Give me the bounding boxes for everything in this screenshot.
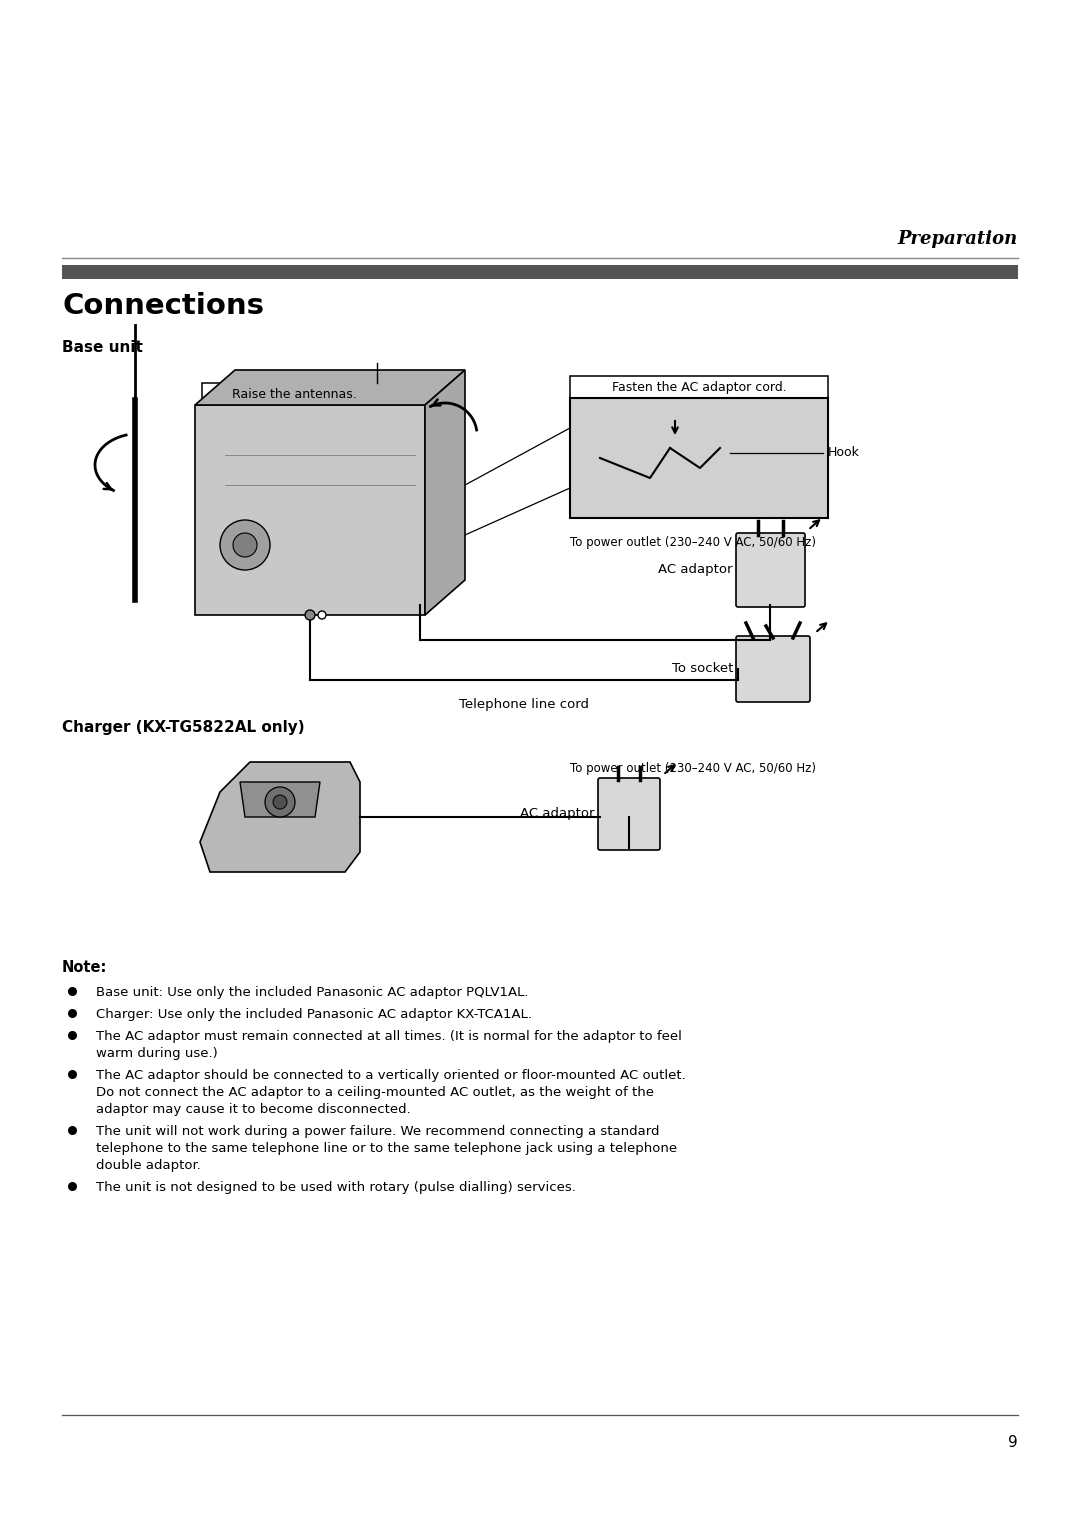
FancyBboxPatch shape <box>735 636 810 701</box>
Polygon shape <box>195 370 465 405</box>
Text: Telephone line cord: Telephone line cord <box>459 698 589 711</box>
Text: 9: 9 <box>1009 1435 1018 1450</box>
Circle shape <box>220 520 270 570</box>
Text: To power outlet (230–240 V AC, 50/60 Hz): To power outlet (230–240 V AC, 50/60 Hz) <box>570 762 816 775</box>
Text: Base unit: Use only the included Panasonic AC adaptor PQLV1AL.: Base unit: Use only the included Panason… <box>96 986 528 999</box>
Bar <box>570 397 828 518</box>
Text: AC adaptor: AC adaptor <box>521 807 595 821</box>
Text: adaptor may cause it to become disconnected.: adaptor may cause it to become disconnec… <box>96 1103 410 1115</box>
Text: The AC adaptor must remain connected at all times. (It is normal for the adaptor: The AC adaptor must remain connected at … <box>96 1030 681 1044</box>
Circle shape <box>318 611 326 619</box>
Text: AC adaptor: AC adaptor <box>659 564 733 576</box>
Text: Fasten the AC adaptor cord.: Fasten the AC adaptor cord. <box>611 380 786 394</box>
Bar <box>202 384 387 405</box>
Text: To power outlet (230–240 V AC, 50/60 Hz): To power outlet (230–240 V AC, 50/60 Hz) <box>570 536 816 549</box>
Text: warm during use.): warm during use.) <box>96 1047 218 1060</box>
Text: double adaptor.: double adaptor. <box>96 1160 201 1172</box>
Text: The unit is not designed to be used with rotary (pulse dialling) services.: The unit is not designed to be used with… <box>96 1181 576 1193</box>
Text: telephone to the same telephone line or to the same telephone jack using a telep: telephone to the same telephone line or … <box>96 1141 677 1155</box>
Text: Raise the antennas.: Raise the antennas. <box>232 388 356 400</box>
Circle shape <box>233 533 257 558</box>
Circle shape <box>265 787 295 817</box>
Polygon shape <box>195 405 426 614</box>
Text: Preparation: Preparation <box>897 231 1018 248</box>
Polygon shape <box>200 762 360 872</box>
Text: Hook: Hook <box>828 446 860 460</box>
Text: The AC adaptor should be connected to a vertically oriented or floor-mounted AC : The AC adaptor should be connected to a … <box>96 1070 686 1082</box>
Text: Connections: Connections <box>62 292 264 319</box>
FancyBboxPatch shape <box>598 778 660 850</box>
Polygon shape <box>240 782 320 817</box>
Circle shape <box>305 610 315 620</box>
Text: The unit will not work during a power failure. We recommend connecting a standar: The unit will not work during a power fa… <box>96 1125 660 1138</box>
Polygon shape <box>426 370 465 614</box>
Text: Do not connect the AC adaptor to a ceiling-mounted AC outlet, as the weight of t: Do not connect the AC adaptor to a ceili… <box>96 1086 654 1099</box>
Bar <box>570 376 828 397</box>
Text: Charger: Use only the included Panasonic AC adaptor KX-TCA1AL.: Charger: Use only the included Panasonic… <box>96 1008 532 1021</box>
Text: Note:: Note: <box>62 960 107 975</box>
FancyBboxPatch shape <box>735 533 805 607</box>
Text: Base unit: Base unit <box>62 341 143 354</box>
Text: To socket: To socket <box>672 663 733 675</box>
Bar <box>62 264 1018 280</box>
Circle shape <box>273 795 287 808</box>
Text: Charger (KX-TG5822AL only): Charger (KX-TG5822AL only) <box>62 720 305 735</box>
